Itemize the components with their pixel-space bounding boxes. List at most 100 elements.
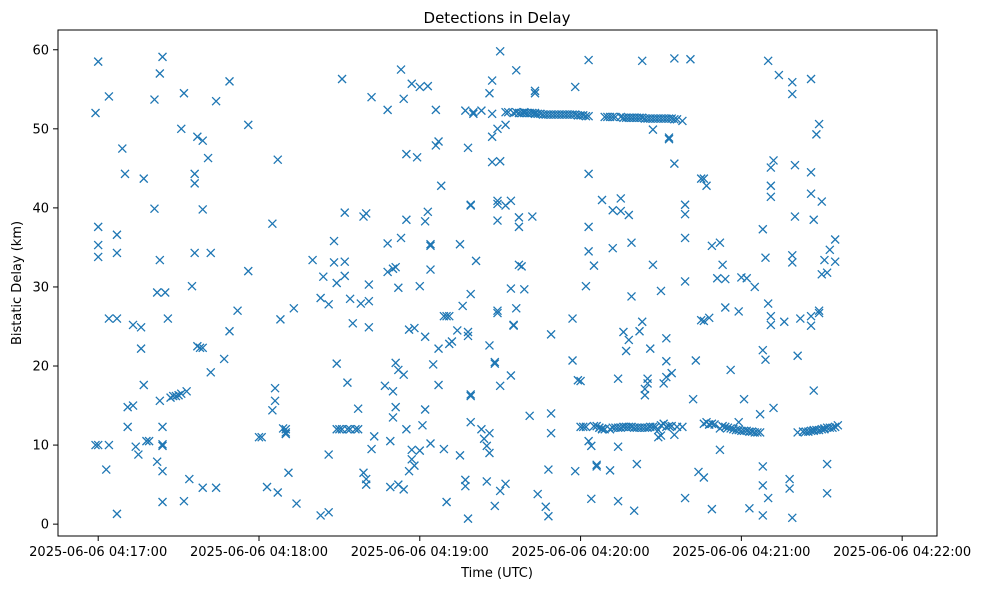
- data-point-marker: [460, 475, 470, 485]
- data-point-marker: [409, 323, 419, 333]
- data-point-marker: [691, 356, 701, 365]
- data-point-marker: [166, 393, 176, 403]
- data-point-marker: [637, 56, 647, 66]
- data-point-marker: [750, 282, 760, 292]
- data-point-marker: [485, 340, 494, 350]
- data-point-marker: [664, 134, 674, 144]
- data-point-marker: [624, 335, 634, 345]
- data-point-marker: [645, 344, 655, 354]
- x-tick-label: 2025-06-06 04:18:00: [190, 545, 328, 560]
- data-point-marker: [763, 493, 773, 503]
- data-point-marker: [779, 317, 789, 327]
- data-point-marker: [616, 206, 626, 216]
- data-point-marker: [128, 320, 138, 330]
- data-point-marker: [501, 107, 510, 117]
- y-tick-label: 30: [32, 280, 49, 295]
- data-point-marker: [766, 311, 776, 321]
- data-point-marker: [493, 306, 502, 316]
- data-point-marker: [136, 322, 146, 332]
- data-point-marker: [707, 504, 717, 514]
- data-point-marker: [367, 92, 377, 102]
- data-point-marker: [388, 412, 398, 422]
- data-point-marker: [696, 174, 706, 184]
- data-point-marker: [415, 281, 425, 291]
- data-point-marker: [493, 124, 502, 134]
- data-point-marker: [418, 420, 427, 430]
- data-point-marker: [653, 425, 663, 435]
- data-point-marker: [316, 510, 326, 520]
- data-point-marker: [570, 82, 580, 92]
- data-point-marker: [192, 341, 202, 351]
- data-point-marker: [447, 337, 457, 346]
- data-point-marker: [493, 196, 502, 206]
- data-point-marker: [225, 326, 234, 336]
- data-point-marker: [391, 358, 401, 368]
- data-point-marker: [278, 424, 288, 433]
- data-point-marker: [329, 236, 339, 246]
- data-point-marker: [211, 96, 221, 106]
- data-point-marker: [334, 424, 344, 434]
- data-point-marker: [93, 440, 103, 450]
- data-point-marker: [830, 257, 840, 267]
- data-point-marker: [426, 241, 435, 251]
- data-point-marker: [158, 52, 167, 62]
- data-point-marker: [399, 94, 409, 104]
- data-point-marker: [726, 365, 736, 375]
- data-point-marker: [718, 421, 728, 431]
- data-point-marker: [613, 496, 623, 506]
- data-point-marker: [131, 442, 141, 452]
- data-point-marker: [340, 257, 350, 267]
- data-point-marker: [506, 371, 516, 380]
- data-point-marker: [726, 424, 736, 433]
- data-point-marker: [158, 439, 167, 449]
- data-point-marker: [817, 269, 827, 279]
- data-point-marker: [351, 424, 360, 434]
- data-point-marker: [490, 501, 500, 511]
- data-point-marker: [211, 483, 221, 493]
- data-point-marker: [383, 105, 393, 115]
- data-point-marker: [677, 116, 687, 126]
- data-point-marker: [198, 483, 208, 493]
- data-point-marker: [659, 378, 669, 388]
- data-point-marker: [758, 480, 768, 490]
- data-point-marker: [758, 510, 768, 520]
- data-point-marker: [434, 137, 444, 146]
- data-point-marker: [543, 465, 553, 475]
- data-point-marker: [680, 209, 690, 219]
- data-point-marker: [198, 343, 208, 353]
- data-point-marker: [514, 212, 524, 222]
- data-point-marker: [584, 222, 594, 232]
- data-point-marker: [383, 239, 393, 248]
- data-point-marker: [112, 230, 122, 240]
- x-tick-label: 2025-06-06 04:22:00: [833, 545, 971, 560]
- data-point-marker: [176, 389, 186, 399]
- data-point-marker: [584, 111, 594, 121]
- data-point-marker: [506, 196, 516, 206]
- data-point-marker: [337, 74, 347, 84]
- data-point-marker: [680, 233, 690, 243]
- data-point-marker: [809, 386, 819, 395]
- data-point-marker: [667, 368, 677, 378]
- data-point-marker: [385, 482, 395, 492]
- data-point-marker: [426, 439, 435, 448]
- data-point-marker: [814, 119, 824, 129]
- data-point-marker: [359, 468, 368, 478]
- data-point-marker: [152, 457, 162, 467]
- data-point-marker: [195, 343, 205, 353]
- data-point-marker: [420, 332, 430, 342]
- data-point-marker: [707, 241, 717, 251]
- data-point-marker: [495, 486, 505, 496]
- y-tick-label: 40: [32, 201, 49, 216]
- data-point-marker: [718, 260, 728, 270]
- data-point-marker: [308, 255, 318, 265]
- data-point-marker: [144, 436, 154, 446]
- data-point-marker: [340, 208, 350, 218]
- y-tick-label: 0: [41, 518, 49, 533]
- data-point-marker: [790, 212, 800, 222]
- data-point-marker: [364, 280, 374, 290]
- data-point-marker: [332, 278, 342, 288]
- data-point-marker: [468, 107, 478, 117]
- data-point-marker: [452, 325, 462, 335]
- data-point-marker: [589, 261, 599, 271]
- data-point-marker: [171, 391, 181, 401]
